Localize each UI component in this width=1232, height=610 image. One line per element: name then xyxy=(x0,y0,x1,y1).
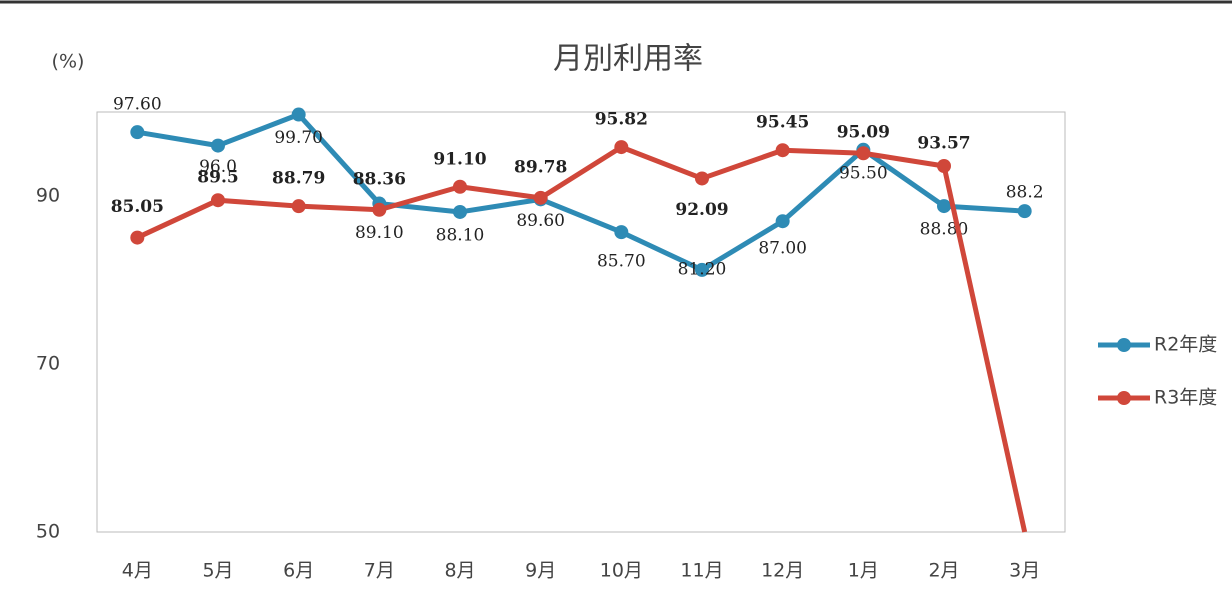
data-point xyxy=(130,125,145,140)
x-tick-label: 6月 xyxy=(283,560,314,582)
value-label: 81.20 xyxy=(678,259,727,279)
x-tick-label: 11月 xyxy=(680,560,723,582)
value-label: 92.09 xyxy=(675,200,728,220)
value-label: 99.70 xyxy=(274,128,323,148)
value-label: 89.5 xyxy=(197,168,238,188)
value-label: 88.36 xyxy=(353,169,406,189)
plot-frame xyxy=(96,111,1066,533)
value-label: 85.05 xyxy=(111,197,164,217)
value-label: 88.79 xyxy=(272,169,325,189)
value-label: 95.82 xyxy=(595,110,648,130)
chart-title: 月別利用率 xyxy=(553,42,703,77)
legend-label: R3年度 xyxy=(1154,387,1217,409)
value-label: 95.50 xyxy=(839,163,888,183)
value-label: 88.2 xyxy=(1006,183,1044,203)
value-label: 93.57 xyxy=(917,134,970,154)
data-point xyxy=(291,199,306,214)
value-label: 95.09 xyxy=(837,123,890,143)
x-tick-label: 7月 xyxy=(364,560,395,582)
y-tick-label: 70 xyxy=(36,353,60,375)
data-point xyxy=(695,262,709,277)
value-label: 89.78 xyxy=(514,157,567,177)
value-label: 88.10 xyxy=(436,225,485,245)
data-point xyxy=(211,138,225,153)
data-point xyxy=(614,140,629,155)
y-tick-label: 90 xyxy=(36,185,60,207)
x-tick-label: 2月 xyxy=(928,560,959,582)
legend-label: R2年度 xyxy=(1154,334,1217,356)
series-line xyxy=(136,112,1025,273)
data-point xyxy=(775,143,790,158)
value-label: 89.60 xyxy=(516,211,565,231)
value-label: 89.10 xyxy=(355,223,404,243)
series-line xyxy=(136,144,1028,533)
data-point xyxy=(937,159,951,174)
x-tick-label: 1月 xyxy=(848,560,879,582)
legend-marker xyxy=(1117,391,1131,405)
data-point xyxy=(614,225,629,240)
x-tick-label: 5月 xyxy=(202,560,233,582)
x-tick-label: 9月 xyxy=(525,560,556,582)
data-point xyxy=(533,190,548,205)
x-tick-label: 10月 xyxy=(600,560,643,582)
value-label: 97.60 xyxy=(113,95,162,115)
data-point xyxy=(856,146,871,161)
value-label: 91.10 xyxy=(433,149,486,169)
x-tick-label: 12月 xyxy=(761,560,804,582)
value-label: 95.45 xyxy=(756,113,809,133)
x-tick-label: 4月 xyxy=(122,560,153,582)
value-label: 85.70 xyxy=(597,252,646,272)
value-label: 87.00 xyxy=(758,239,807,259)
data-point xyxy=(695,171,709,186)
data-point xyxy=(453,179,467,194)
x-tick-label: 3月 xyxy=(1009,560,1040,582)
x-tick-label: 8月 xyxy=(444,560,475,582)
data-point xyxy=(372,202,387,217)
y-tick-label: 50 xyxy=(36,521,60,543)
value-label: 96.0 xyxy=(199,157,237,177)
data-point xyxy=(937,199,951,214)
legend-marker xyxy=(1117,338,1131,352)
data-point xyxy=(453,204,467,219)
data-point xyxy=(775,214,790,229)
data-point xyxy=(291,107,306,122)
data-point xyxy=(1017,204,1032,219)
y-unit: (%) xyxy=(52,51,85,73)
data-point xyxy=(130,230,145,245)
data-point xyxy=(211,193,225,208)
